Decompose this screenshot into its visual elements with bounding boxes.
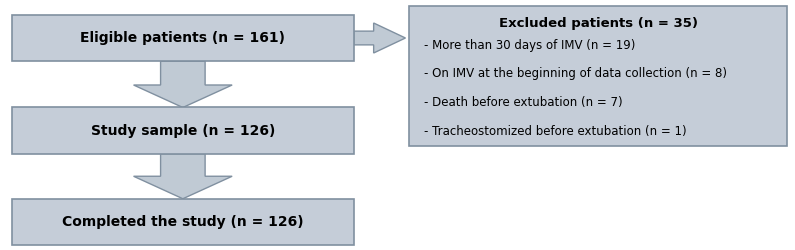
Text: Study sample (n = 126): Study sample (n = 126) (91, 124, 275, 138)
FancyBboxPatch shape (12, 108, 354, 154)
Text: - Death before extubation (n = 7): - Death before extubation (n = 7) (424, 96, 622, 109)
Text: - More than 30 days of IMV (n = 19): - More than 30 days of IMV (n = 19) (424, 39, 635, 52)
Text: - Tracheostomized before extubation (n = 1): - Tracheostomized before extubation (n =… (424, 125, 686, 138)
Text: Eligible patients (n = 161): Eligible patients (n = 161) (80, 31, 285, 45)
Text: - On IMV at the beginning of data collection (n = 8): - On IMV at the beginning of data collec… (424, 68, 727, 80)
Text: Completed the study (n = 126): Completed the study (n = 126) (62, 215, 304, 229)
Polygon shape (354, 23, 405, 53)
Text: Excluded patients (n = 35): Excluded patients (n = 35) (498, 18, 698, 30)
FancyBboxPatch shape (12, 199, 354, 245)
FancyBboxPatch shape (12, 15, 354, 61)
Polygon shape (134, 154, 232, 199)
Polygon shape (134, 61, 232, 108)
FancyBboxPatch shape (409, 6, 787, 146)
